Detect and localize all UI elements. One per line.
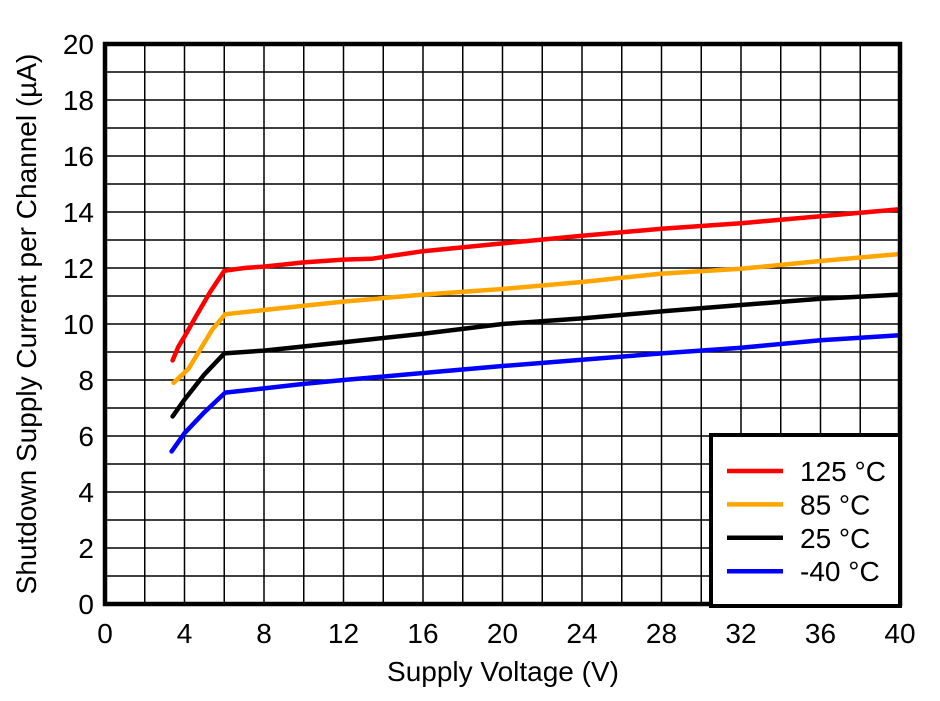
x-tick-label: 4	[177, 618, 193, 649]
y-tick-label: 18	[63, 85, 94, 116]
series-line-125c	[170, 206, 903, 363]
x-tick-label: 40	[884, 618, 915, 649]
legend-label-85c: 85 °C	[800, 489, 870, 520]
y-tick-label: 10	[63, 309, 94, 340]
x-axis-label: Supply Voltage (V)	[387, 656, 619, 687]
y-tick-label: 4	[78, 477, 94, 508]
y-tick-label: 8	[78, 365, 94, 396]
series-line-minus40c	[169, 332, 903, 454]
legend-label-125c: 125 °C	[800, 456, 886, 487]
x-tick-label: 8	[256, 618, 272, 649]
plot-border	[102, 41, 903, 607]
x-tick-label: 0	[97, 618, 113, 649]
y-tick-label: 16	[63, 141, 94, 172]
y-tick-label: 2	[78, 533, 94, 564]
x-tick-label: 28	[646, 618, 677, 649]
series-line-25c	[170, 292, 903, 419]
x-tick-label: 20	[487, 618, 518, 649]
y-tick-label: 14	[63, 197, 94, 228]
x-tick-label: 24	[566, 618, 597, 649]
y-axis-label: Shutdown Supply Current per Channel (µA)	[11, 53, 42, 595]
y-tick-label: 20	[63, 29, 94, 60]
legend-box	[709, 433, 902, 608]
x-tick-label: 32	[725, 618, 756, 649]
legend: 125 °C85 °C25 °C-40 °C	[709, 433, 902, 608]
legend-label-25c: 25 °C	[800, 523, 870, 554]
y-tick-label: 6	[78, 421, 94, 452]
y-tick-label: 0	[78, 589, 94, 620]
legend-label-minus40c: -40 °C	[800, 556, 880, 587]
series-line-85c	[171, 251, 903, 386]
x-tick-label: 16	[407, 618, 438, 649]
y-tick-label: 12	[63, 253, 94, 284]
x-tick-label: 36	[805, 618, 836, 649]
x-tick-label: 12	[328, 618, 359, 649]
